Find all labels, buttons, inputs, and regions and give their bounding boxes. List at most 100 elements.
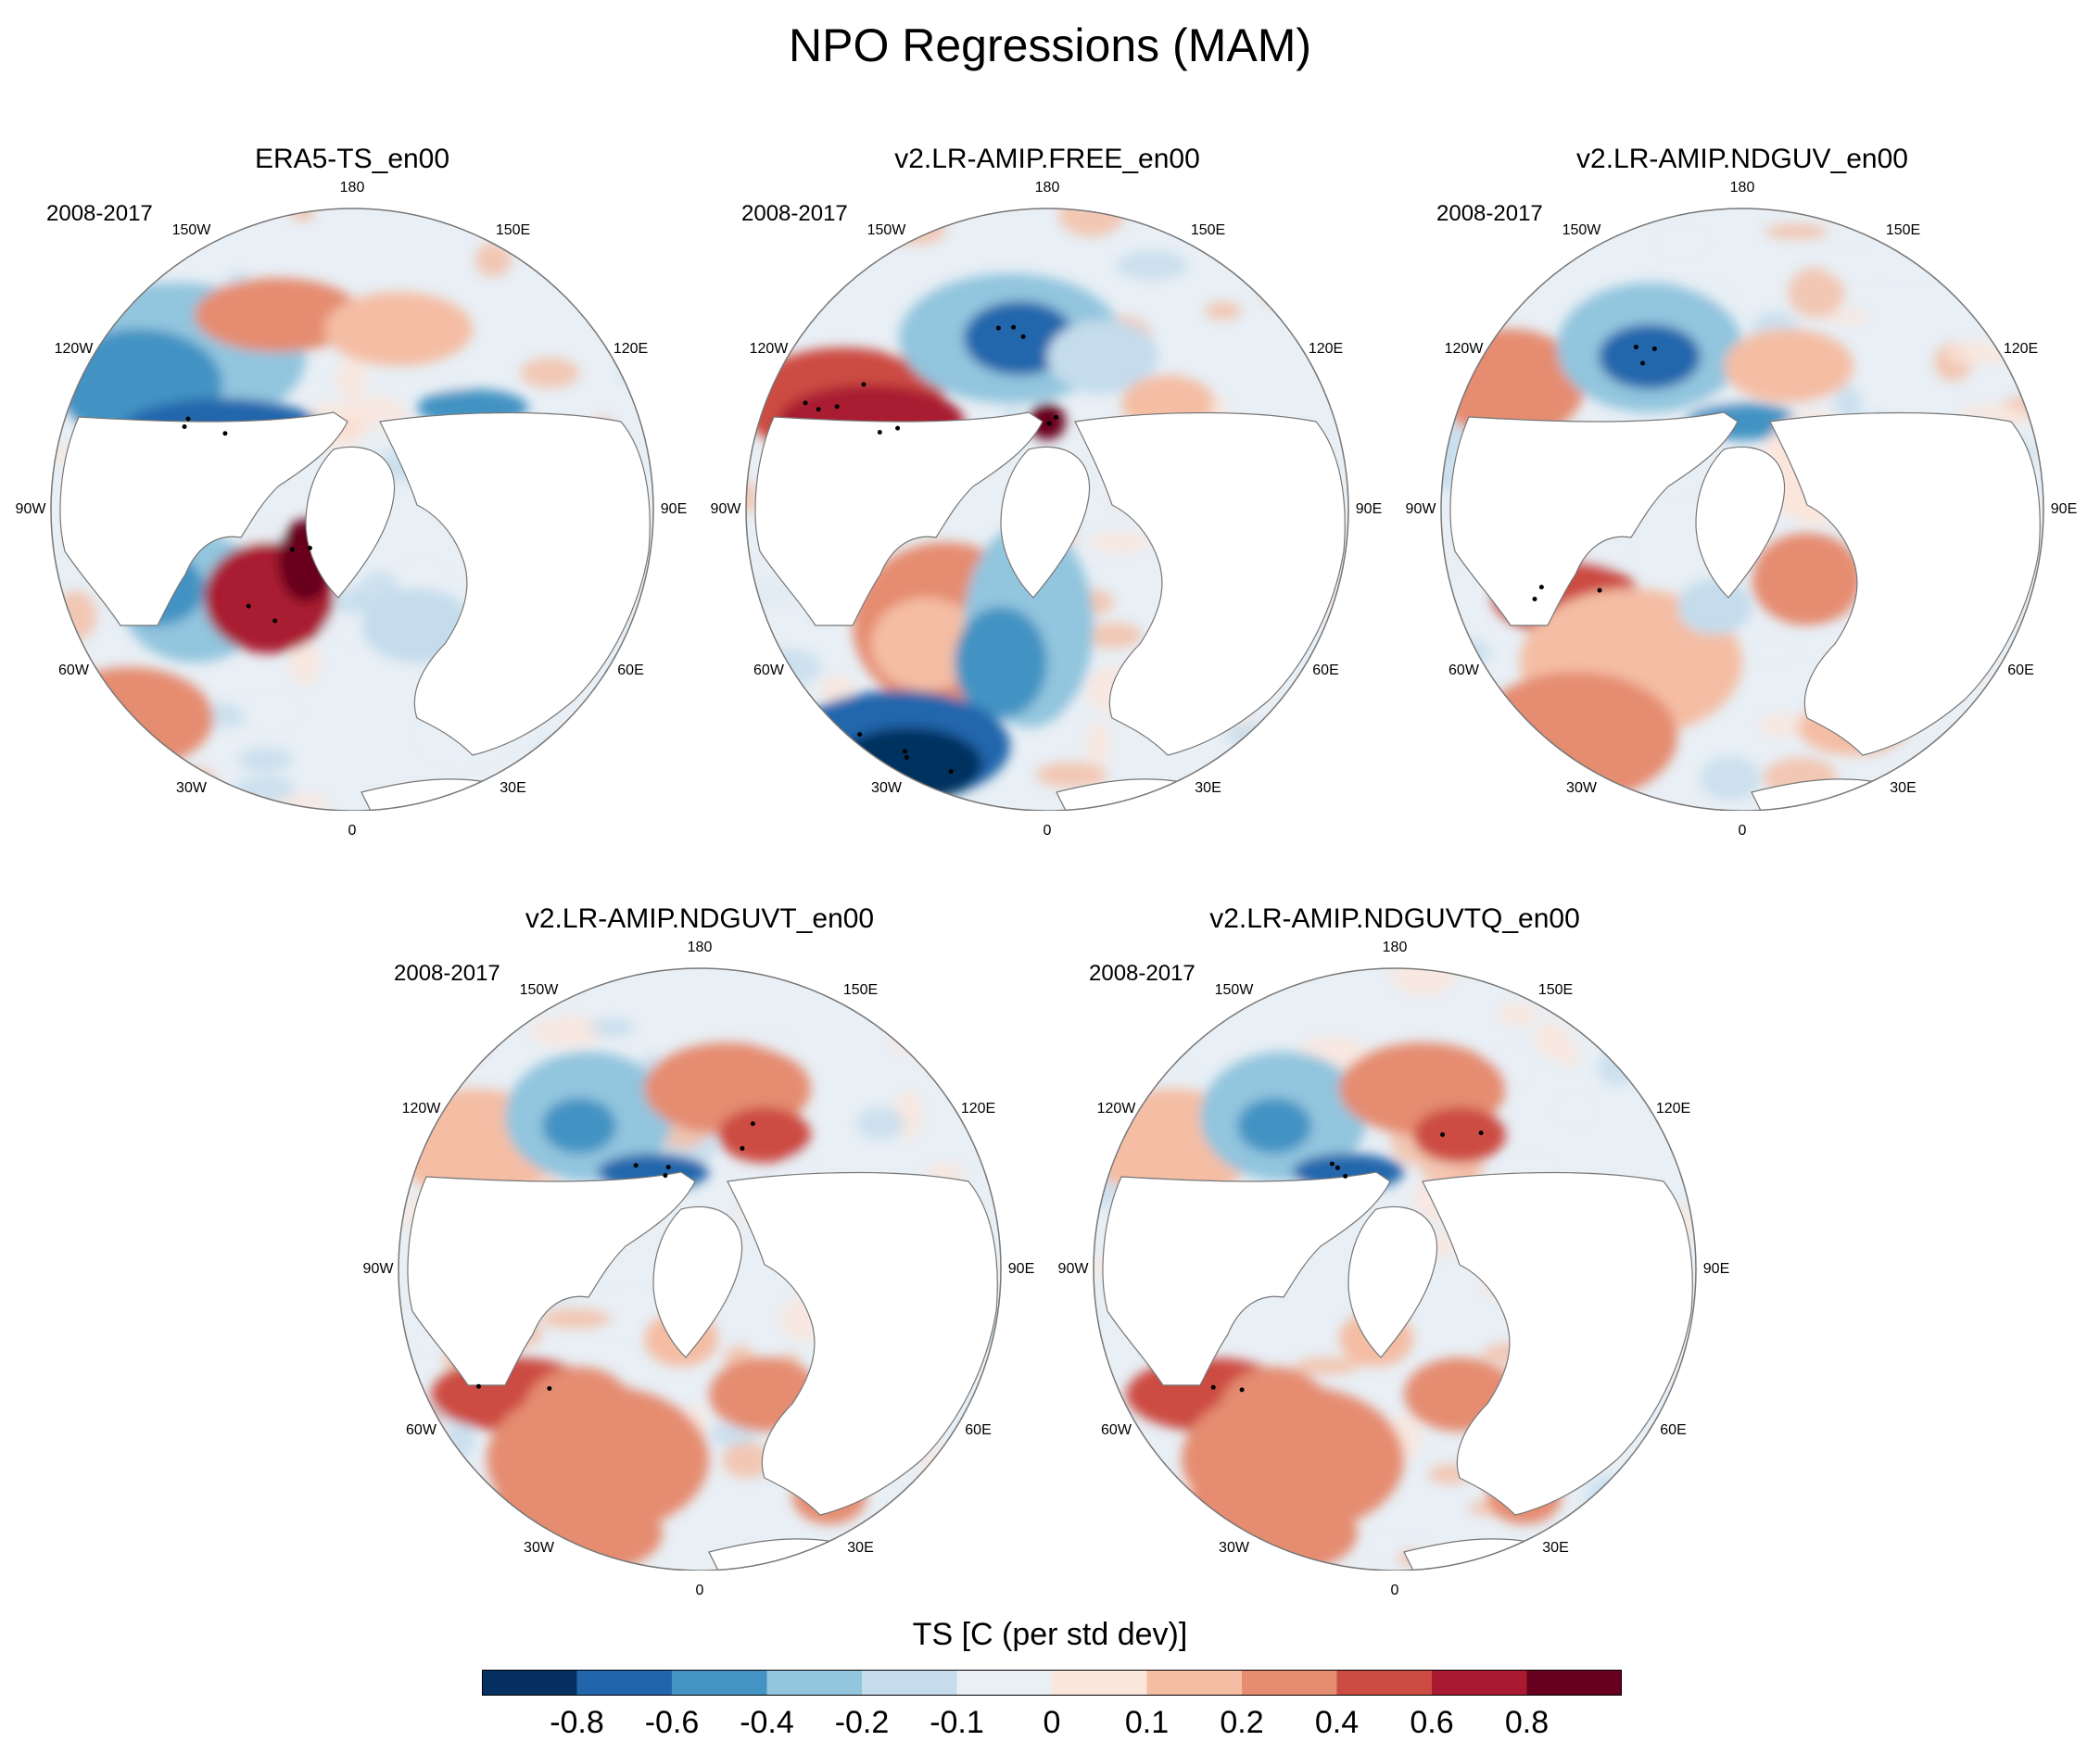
anomaly-patch [51,299,93,338]
longitude-label: 30E [1195,779,1221,796]
significance-dot [1210,1384,1216,1390]
colorbar-swatch [862,1670,957,1696]
anomaly-patch [72,275,122,326]
longitude-label: 60W [1101,1421,1132,1438]
polar-map [1093,967,1697,1571]
longitude-label: 30W [871,779,902,796]
anomaly-patch [1824,249,1882,282]
anomaly-patch [1101,1026,1176,1068]
significance-dot [1597,587,1602,593]
significance-dot [1633,344,1638,349]
anomaly-patch [335,357,368,401]
significance-dot [857,732,863,738]
map-boundary [745,208,1349,811]
longitude-label: 150E [495,222,531,239]
significance-dot [1054,414,1059,420]
longitude-label: 150W [519,982,559,999]
anomaly-patch [541,208,612,247]
panel-period: 2008-2017 [741,201,848,226]
anomaly-patch [1999,296,2043,313]
anomaly-patch [429,1024,485,1063]
longitude-label: 60E [965,1421,992,1438]
anomaly-patch [555,734,615,755]
panel-title: ERA5-TS_en00 [254,144,450,174]
anomaly-patch [856,1107,905,1139]
longitude-label: 120E [960,1100,996,1117]
anomaly-patch [474,242,512,277]
anomaly-patch [1089,532,1152,553]
anomaly-patch [531,1016,605,1048]
significance-dot [307,545,312,550]
anomaly-patch [434,1007,462,1042]
colorbar-tick-label: -0.4 [740,1705,794,1740]
map-boundary [398,967,1002,1571]
anomaly-patch [919,1516,991,1552]
land-mask [407,1171,696,1386]
anomaly-patch [1556,1094,1594,1125]
longitude-label: 90W [1405,501,1436,517]
anomaly-patch [497,208,525,224]
anomaly-patch [830,225,867,266]
anomaly-patch [79,249,146,275]
significance-dot [834,404,840,410]
colorbar-tick-label: -0.6 [644,1705,700,1740]
land-mask [379,411,651,756]
anomaly-patch [1139,1053,1193,1072]
anomaly-patch [1058,208,1125,237]
anomaly-patch [1499,726,1528,757]
colorbar-tick-label: 0.6 [1410,1705,1454,1740]
longitude-label: 60W [753,662,784,678]
anomaly-patch [1752,533,1863,625]
longitude-label: 180 [1034,180,1060,196]
longitude-label: 30W [176,779,207,796]
panel-period: 2008-2017 [46,201,153,226]
anomaly-patch [955,607,1047,718]
significance-dot [803,400,808,406]
colorbar-swatch [1526,1670,1622,1696]
anomaly-patch [547,1554,588,1571]
longitude-label: 60W [406,1421,436,1438]
anomaly-patch [1413,1107,1506,1163]
anomaly-patch [1389,968,1458,997]
anomaly-patch [1724,329,1853,403]
longitude-label: 180 [1729,180,1755,196]
significance-dot [547,1386,552,1392]
significance-dot [1239,1387,1245,1393]
significance-dot [1343,1173,1348,1179]
panel-period: 2008-2017 [1436,201,1543,226]
anomaly-patch [722,1442,772,1479]
significance-dot [1329,1161,1335,1167]
panel-title: v2.LR-AMIP.NDGUV_en00 [1576,144,1908,174]
longitude-label: 30W [524,1539,554,1556]
longitude-label: 90W [362,1261,394,1277]
anomaly-patch [1277,747,1326,773]
longitude-label: 150W [867,222,906,239]
significance-dot [1046,421,1052,426]
colorbar-tick-label: 0.2 [1220,1705,1264,1740]
significance-dot [475,1383,481,1389]
map-panel-era5: ERA5-TS_en00 2008-2017 180 150E 120E 90E 60E… [16,144,688,839]
significance-dot [185,416,191,422]
anomaly-patch [820,675,854,703]
map-boundary [1093,967,1697,1571]
anomaly-patch [1677,579,1752,635]
anomaly-patch [746,238,782,271]
longitude-label: 90W [710,501,741,517]
longitude-label: 30W [1219,1539,1249,1556]
significance-dot [1011,324,1017,330]
anomaly-patch [51,667,213,769]
land-mask [1000,446,1091,599]
longitude-label: 60E [2007,662,2034,678]
anomaly-patch [1441,687,1458,738]
polar-map [398,967,1002,1571]
colorbar-tick-label: 0.4 [1314,1705,1360,1740]
anomaly-patch [1765,223,1828,240]
significance-dot [289,547,295,552]
anomaly-patch [1753,642,1793,661]
anomaly-patch [1946,341,2009,365]
polar-map [50,208,654,811]
colorbar-swatch [1336,1670,1433,1696]
anomaly-patch [1294,1357,1360,1375]
longitude-label: 120W [401,1100,441,1117]
land-mask [59,411,348,626]
